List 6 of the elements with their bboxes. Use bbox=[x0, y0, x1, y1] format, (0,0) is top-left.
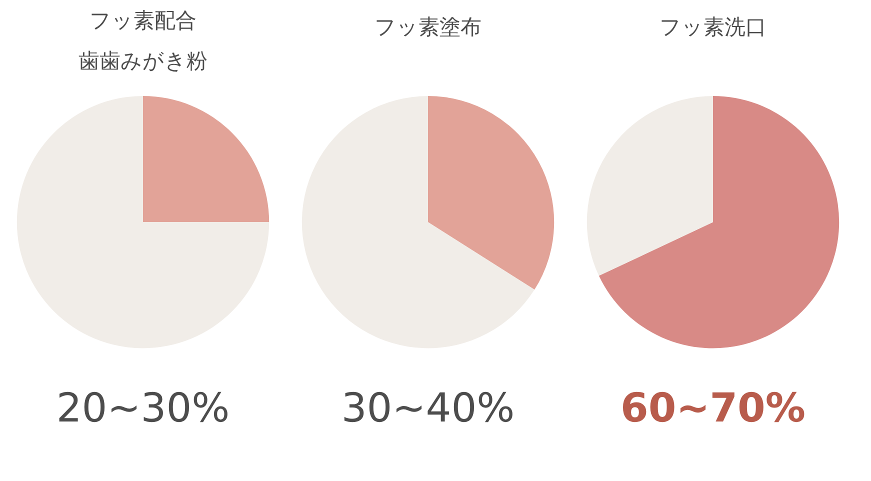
chart-title: フッ素配合歯歯みがき粉 bbox=[78, 8, 208, 73]
chart-title: フッ素塗布 bbox=[374, 14, 482, 39]
chart-title: フッ素洗口 bbox=[660, 14, 766, 39]
text: 30~40% bbox=[341, 385, 515, 432]
text: 20~30% bbox=[56, 385, 230, 432]
text: 60~70% bbox=[620, 385, 806, 432]
